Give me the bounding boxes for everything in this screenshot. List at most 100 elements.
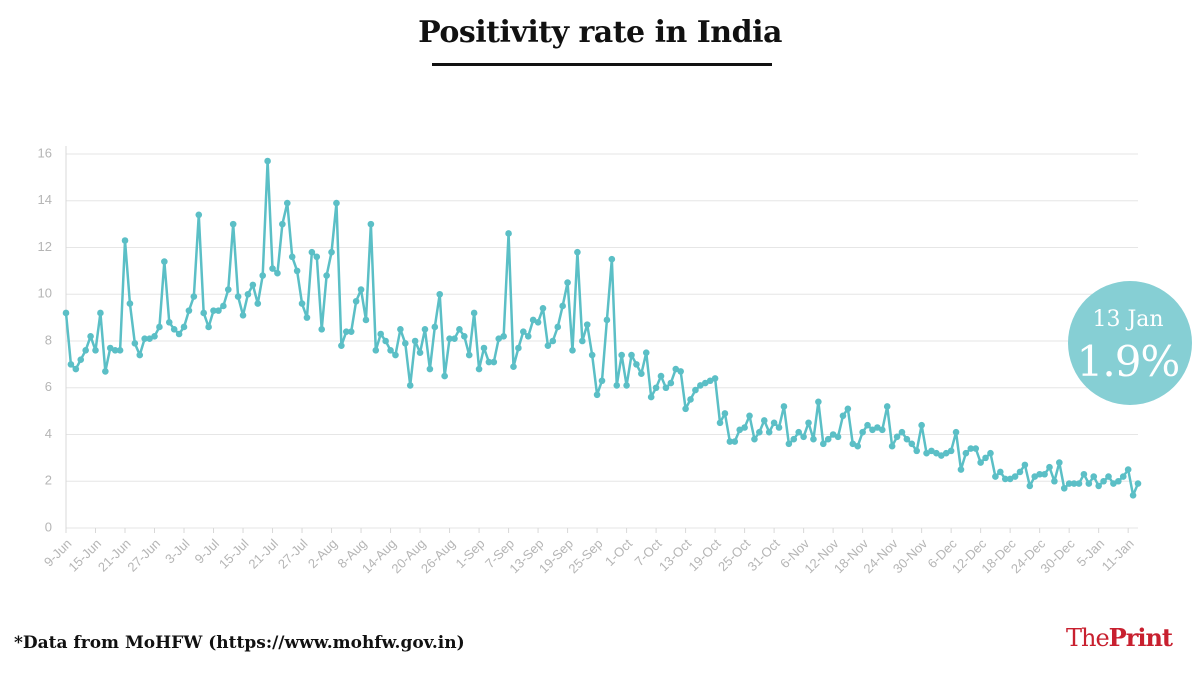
data-point: [928, 447, 935, 455]
data-point: [62, 309, 70, 317]
data-point: [220, 302, 227, 310]
data-point: [249, 281, 257, 289]
data-point: [888, 442, 896, 450]
data-point: [485, 358, 493, 366]
data-point: [893, 433, 901, 441]
x-tick-label: 13-Oct: [656, 536, 694, 574]
data-point: [87, 333, 94, 340]
data-point: [451, 335, 458, 342]
data-point: [406, 382, 414, 389]
data-point: [67, 361, 75, 368]
data-point: [352, 297, 360, 305]
data-point: [805, 419, 812, 427]
data-point: [318, 326, 326, 333]
data-point: [416, 349, 424, 356]
data-point: [461, 333, 468, 340]
data-point: [687, 396, 694, 403]
data-point: [520, 328, 527, 335]
data-point: [111, 347, 119, 354]
data-point: [500, 333, 507, 340]
data-point: [1036, 470, 1043, 478]
data-point: [839, 412, 847, 420]
data-point: [441, 372, 448, 380]
data-point: [298, 300, 306, 307]
annotation-date: 13 Jan: [1092, 307, 1163, 332]
data-point: [638, 370, 645, 378]
data-point: [210, 307, 217, 314]
data-point: [411, 337, 419, 345]
data-point: [711, 375, 719, 382]
data-point: [77, 356, 85, 364]
data-point: [200, 309, 207, 317]
data-point: [338, 342, 345, 349]
data-point: [977, 459, 984, 466]
data-point: [387, 347, 394, 354]
data-point: [874, 424, 881, 431]
data-point: [1080, 470, 1088, 478]
data-point: [834, 433, 842, 441]
data-point: [1060, 484, 1068, 492]
data-point: [382, 337, 389, 345]
data-point: [421, 326, 429, 333]
data-point: [633, 361, 640, 368]
data-point: [323, 272, 330, 279]
source-note: *Data from MoHFW (https://www.mohfw.gov.…: [14, 633, 465, 653]
data-point: [303, 314, 311, 321]
x-tick-label: 1-Oct: [602, 536, 635, 569]
data-point: [495, 335, 503, 342]
data-point: [987, 449, 994, 457]
data-point: [274, 269, 281, 277]
x-tick-label: 2-Aug: [305, 536, 340, 571]
data-point: [342, 328, 350, 335]
data-point: [746, 412, 753, 420]
x-tick-label: 15-Jul: [216, 536, 252, 572]
data-point: [780, 403, 788, 410]
data-point: [116, 347, 124, 354]
data-point: [952, 428, 960, 436]
x-tick-label: 30-Dec: [1037, 536, 1078, 577]
data-point: [308, 248, 316, 256]
data-point: [603, 316, 611, 324]
data-point: [1046, 463, 1053, 471]
data-point: [1110, 480, 1117, 487]
data-point: [254, 300, 262, 307]
data-point: [224, 286, 232, 293]
data-point: [1051, 477, 1058, 485]
data-point: [564, 279, 571, 286]
y-tick-label: 10: [38, 286, 52, 301]
data-point: [574, 248, 581, 256]
data-point: [180, 323, 188, 331]
data-point: [465, 351, 473, 359]
data-point: [942, 449, 950, 457]
data-point: [583, 321, 591, 328]
data-point: [1026, 482, 1034, 490]
data-point: [1021, 461, 1029, 469]
data-point: [215, 307, 222, 314]
data-point: [579, 337, 586, 345]
y-tick-label: 12: [38, 239, 52, 254]
data-point: [72, 365, 80, 373]
y-tick-label: 8: [45, 332, 52, 347]
data-point: [810, 435, 817, 443]
data-point: [151, 333, 158, 340]
data-point: [185, 307, 193, 314]
data-point: [475, 365, 483, 373]
data-point: [657, 372, 665, 380]
data-point: [731, 438, 739, 445]
data-line: [64, 159, 1140, 497]
data-point: [524, 333, 532, 340]
data-point: [239, 311, 247, 319]
annotation-value: 1.9%: [1077, 337, 1180, 386]
data-point: [131, 340, 139, 347]
data-point: [1100, 477, 1107, 485]
data-point: [898, 428, 906, 436]
data-point: [362, 316, 370, 324]
data-point: [844, 405, 852, 413]
data-point: [170, 326, 178, 333]
data-point: [662, 384, 670, 392]
data-point: [259, 272, 266, 279]
data-point: [859, 428, 866, 436]
y-tick-label: 14: [38, 192, 52, 207]
data-point: [608, 255, 616, 263]
